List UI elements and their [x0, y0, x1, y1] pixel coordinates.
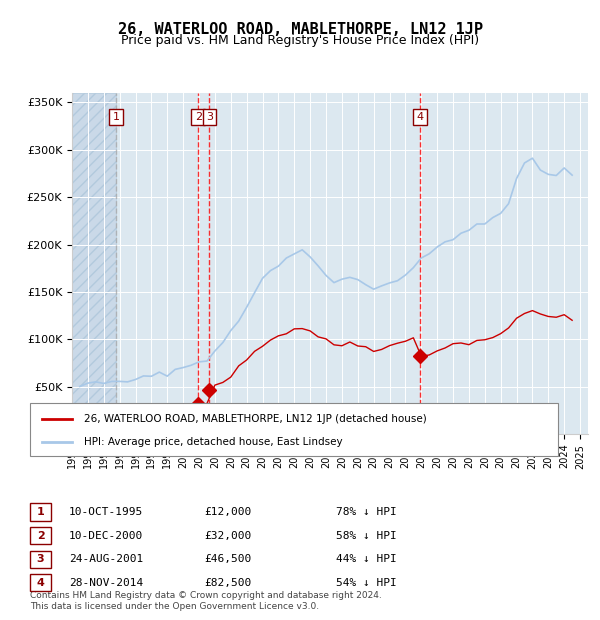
Text: 3: 3: [37, 554, 44, 564]
Text: £46,500: £46,500: [204, 554, 251, 564]
Text: 78% ↓ HPI: 78% ↓ HPI: [336, 507, 397, 517]
Text: 58% ↓ HPI: 58% ↓ HPI: [336, 531, 397, 541]
Text: 24-AUG-2001: 24-AUG-2001: [69, 554, 143, 564]
Text: 26, WATERLOO ROAD, MABLETHORPE, LN12 1JP: 26, WATERLOO ROAD, MABLETHORPE, LN12 1JP: [118, 22, 482, 37]
Text: 2: 2: [194, 112, 202, 122]
Text: £82,500: £82,500: [204, 578, 251, 588]
Text: 4: 4: [416, 112, 424, 122]
Text: HPI: Average price, detached house, East Lindsey: HPI: Average price, detached house, East…: [84, 437, 343, 447]
Text: 28-NOV-2014: 28-NOV-2014: [69, 578, 143, 588]
Text: 1: 1: [113, 112, 119, 122]
Text: 2: 2: [37, 531, 44, 541]
Text: 44% ↓ HPI: 44% ↓ HPI: [336, 554, 397, 564]
Text: 26, WATERLOO ROAD, MABLETHORPE, LN12 1JP (detached house): 26, WATERLOO ROAD, MABLETHORPE, LN12 1JP…: [84, 414, 427, 423]
Text: £12,000: £12,000: [204, 507, 251, 517]
Text: 4: 4: [37, 578, 44, 588]
Text: 10-OCT-1995: 10-OCT-1995: [69, 507, 143, 517]
Text: 1: 1: [37, 507, 44, 517]
Bar: [72, 93, 116, 434]
Text: Price paid vs. HM Land Registry's House Price Index (HPI): Price paid vs. HM Land Registry's House …: [121, 34, 479, 47]
Text: 10-DEC-2000: 10-DEC-2000: [69, 531, 143, 541]
Text: 54% ↓ HPI: 54% ↓ HPI: [336, 578, 397, 588]
Text: £32,000: £32,000: [204, 531, 251, 541]
Text: 3: 3: [206, 112, 213, 122]
Text: Contains HM Land Registry data © Crown copyright and database right 2024.
This d: Contains HM Land Registry data © Crown c…: [30, 591, 382, 611]
